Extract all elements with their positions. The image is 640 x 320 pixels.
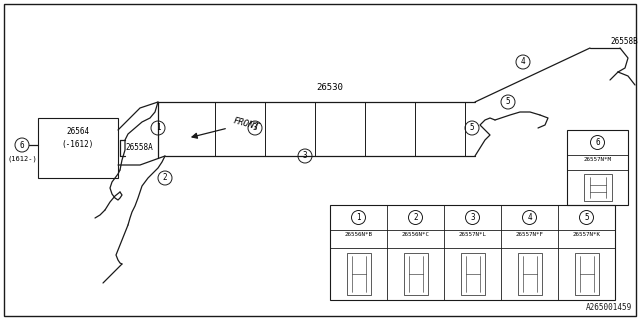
Bar [330, 205, 615, 300]
Text: 4: 4 [521, 58, 525, 67]
Text: 2: 2 [163, 173, 167, 182]
Text: 5: 5 [506, 98, 510, 107]
Text: FRONT: FRONT [232, 116, 260, 132]
Text: 26530: 26530 [317, 83, 344, 92]
Bar [403, 253, 428, 295]
Text: 2: 2 [413, 213, 418, 222]
Bar [38, 118, 118, 178]
Text: (-1612): (-1612) [62, 140, 94, 148]
Text: A265001459: A265001459 [586, 303, 632, 312]
Text: 1: 1 [356, 213, 361, 222]
Text: 26556N*B: 26556N*B [344, 232, 372, 237]
Bar [575, 253, 598, 295]
Bar [461, 253, 484, 295]
Text: 26557N*L: 26557N*L [458, 232, 486, 237]
Text: 26557N*M: 26557N*M [584, 157, 611, 162]
Text: 26557N*F: 26557N*F [515, 232, 543, 237]
Text: 6: 6 [20, 140, 24, 149]
Text: 26556N*C: 26556N*C [401, 232, 429, 237]
Bar [518, 253, 541, 295]
Text: 1: 1 [156, 124, 160, 132]
Text: 6: 6 [595, 138, 600, 147]
Text: 26564: 26564 [67, 127, 90, 137]
Bar [584, 174, 611, 201]
Text: 3: 3 [470, 213, 475, 222]
Text: 3: 3 [303, 151, 307, 161]
Text: 26557N*K: 26557N*K [573, 232, 600, 237]
Bar [346, 253, 371, 295]
Text: 5: 5 [584, 213, 589, 222]
Text: 4: 4 [527, 213, 532, 222]
Text: 3: 3 [253, 124, 257, 132]
Text: (1612-): (1612-) [7, 156, 37, 163]
Text: 5: 5 [470, 124, 474, 132]
Text: 26558B: 26558B [610, 37, 637, 46]
Bar [567, 130, 628, 205]
Text: 26558A: 26558A [125, 143, 153, 153]
